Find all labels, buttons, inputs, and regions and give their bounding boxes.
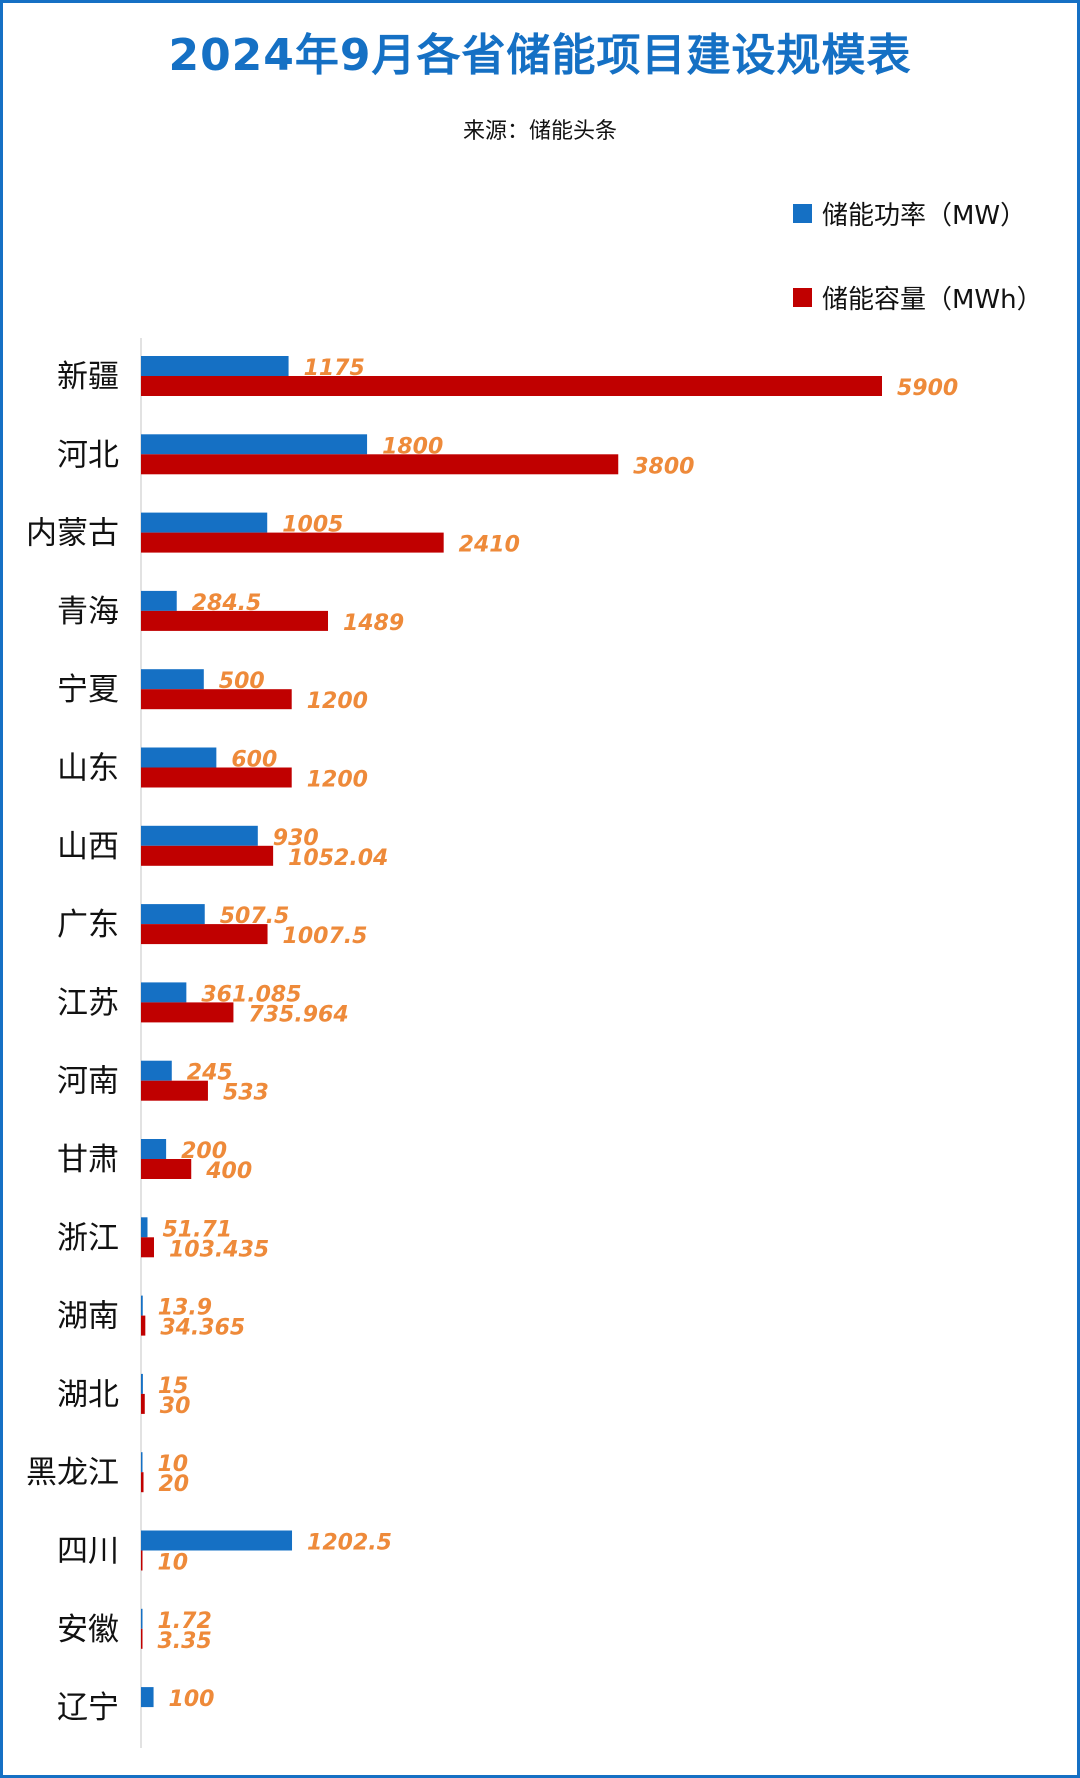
bar-capacity [141,1550,143,1571]
bar-capacity [141,376,882,396]
bar-power [141,1530,293,1551]
bar-power [141,904,205,925]
category-label: 内蒙古 [26,516,119,552]
bar-capacity [141,767,292,788]
bar-power [141,747,217,768]
category-label: 广东 [57,907,119,943]
data-label-capacity: 103.435 [169,1237,269,1262]
bar-capacity [141,1080,208,1101]
data-label-power: 13.9 [158,1296,212,1321]
legend-label-capacity: 储能容量（MWh） [822,285,1043,315]
bar-power [141,825,258,846]
bar-power [141,1060,172,1081]
data-label-capacity: 1007.5 [283,924,368,949]
data-label-capacity: 5900 [897,376,958,401]
category-label: 湖南 [57,1299,119,1335]
chart-title: 2024年9月各省储能项目建设规模表 [168,30,912,81]
data-label-capacity: 10 [158,1551,189,1576]
data-label-power: 10 [158,1452,189,1477]
chart-subtitle: 来源：储能头条 [462,119,617,144]
data-label-capacity: 34.365 [160,1316,245,1341]
legend-label-power: 储能功率（MW） [822,201,1027,231]
bar-power [141,1139,167,1159]
bar-capacity [141,1315,146,1336]
category-label: 山东 [57,751,119,787]
data-label-capacity: 400 [205,1159,252,1184]
bar-capacity [141,845,274,866]
category-label: 青海 [57,594,119,630]
category-label: 江苏 [57,985,119,1021]
category-label: 黑龙江 [26,1455,119,1491]
bar-power [141,1452,143,1473]
bar-capacity [141,1393,145,1414]
bar-capacity [141,610,329,631]
bar-power [141,1608,143,1629]
data-label-capacity: 3800 [633,454,694,479]
data-label-power: 1.72 [158,1609,212,1634]
data-label-capacity: 1489 [343,611,404,636]
bar-power [141,1295,143,1316]
bar-power [141,356,289,376]
category-label: 甘肃 [57,1142,119,1178]
data-label-power: 51.71 [162,1217,232,1242]
bar-capacity [141,1159,192,1179]
bar-capacity [141,1002,234,1023]
bar-power [141,1687,154,1708]
category-label: 河北 [57,437,119,473]
bar-power [141,669,204,690]
category-label: 湖北 [57,1377,119,1413]
bar-capacity [141,924,268,945]
bar-power [141,512,268,533]
legend-item-capacity: 储能容量（MWh） [793,279,1043,316]
data-label-power: 930 [273,826,319,851]
data-label-power: 1202.5 [307,1531,392,1556]
legend-item-power: 储能功率（MW） [793,195,1026,232]
data-label-capacity: 533 [223,1081,269,1106]
data-label-capacity: 1200 [307,689,368,714]
category-label: 辽宁 [57,1690,119,1726]
bar-power [141,1217,148,1238]
data-label-capacity: 3.35 [158,1629,212,1654]
bar-power [141,982,187,1003]
data-label-capacity: 1200 [307,768,368,793]
bar-capacity [141,1237,154,1258]
category-label: 河南 [57,1064,119,1100]
bar-capacity [141,1472,144,1493]
bar-capacity [141,532,444,553]
data-label-power: 100 [169,1687,215,1712]
category-label: 浙江 [57,1220,119,1256]
category-label: 新疆 [57,359,119,395]
category-label: 安徽 [57,1612,119,1648]
data-label-capacity: 2410 [459,533,520,558]
bar-capacity [141,1628,143,1649]
bar-power [141,434,368,455]
category-label: 山西 [57,829,119,865]
data-label-capacity: 1052.04 [288,846,388,871]
bar-power [141,1373,143,1394]
legend-swatch-power [793,204,812,223]
data-label-capacity: 30 [160,1394,191,1419]
data-label-power: 15 [158,1374,189,1399]
data-label-capacity: 20 [159,1472,190,1497]
category-label: 四川 [57,1534,119,1570]
legend-swatch-capacity [793,288,812,307]
category-label: 宁夏 [57,672,119,708]
bar-capacity [141,454,619,475]
bar-capacity [141,689,292,710]
data-label-capacity: 735.964 [248,1002,348,1027]
bar-power [141,590,177,611]
